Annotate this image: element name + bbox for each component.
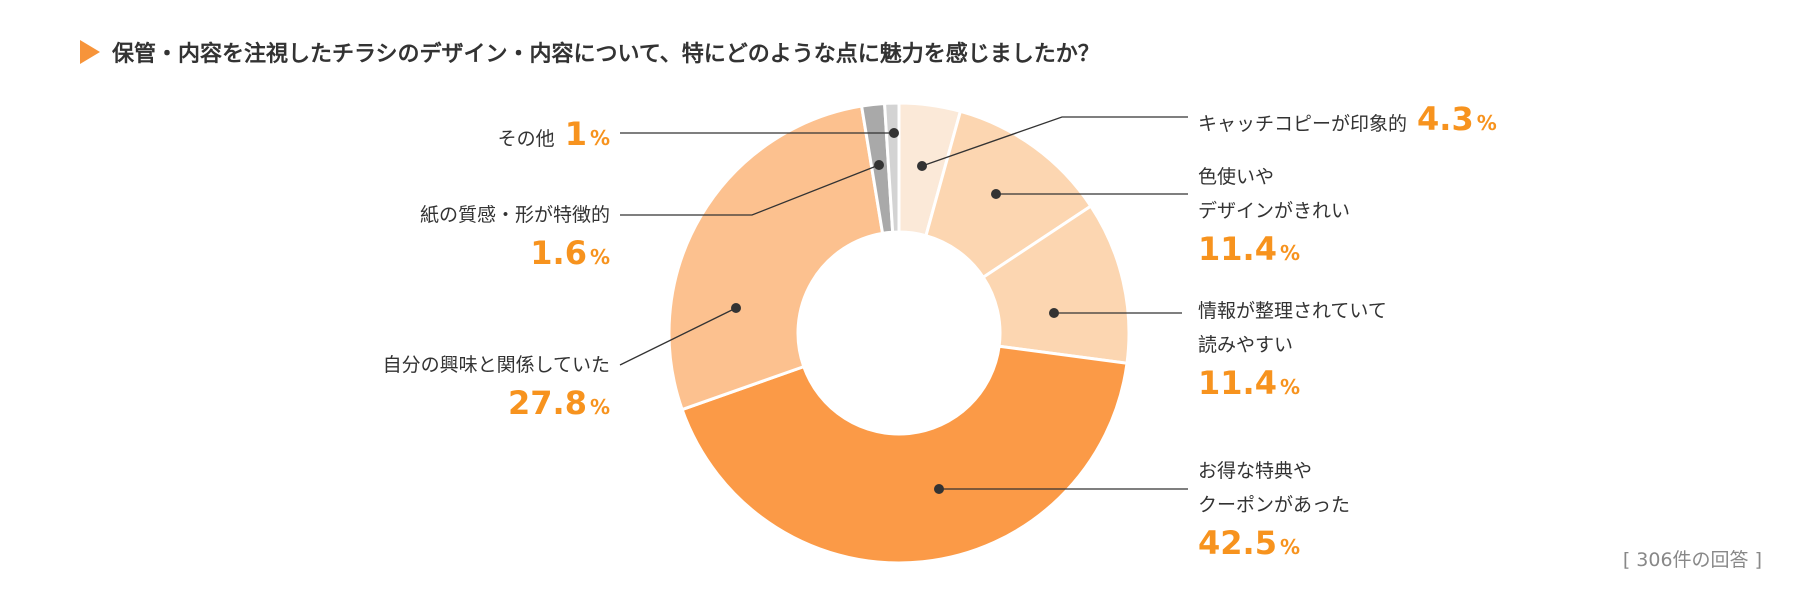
slice-label-text: その他 bbox=[497, 128, 555, 150]
slice-label-text: 情報が整理されていて bbox=[1198, 300, 1387, 322]
percent-sign: % bbox=[1476, 111, 1497, 135]
leader-dot-1 bbox=[991, 189, 1001, 199]
label-slice-1: 色使いや デザインがきれい 11.4% bbox=[1198, 160, 1350, 274]
percent-sign: % bbox=[1279, 375, 1300, 399]
slice-value: 11.4% bbox=[1198, 362, 1387, 408]
percent-sign: % bbox=[589, 245, 610, 269]
leader-dot-2 bbox=[1049, 308, 1059, 318]
slice-value-number: 4.3 bbox=[1417, 100, 1474, 138]
slice-value-number: 27.8 bbox=[508, 384, 587, 422]
percent-sign: % bbox=[1279, 535, 1300, 559]
slice-label-text: デザインがきれい bbox=[1198, 200, 1351, 222]
leader-line-4 bbox=[619, 307, 737, 366]
percent-sign: % bbox=[1279, 241, 1300, 265]
leader-dot-3 bbox=[934, 484, 944, 494]
slice-value: 1.6% bbox=[420, 232, 610, 278]
slice-label-text: クーポンがあった bbox=[1198, 494, 1351, 516]
leader-line-0 bbox=[921, 116, 1188, 167]
donut-slice-3 bbox=[680, 344, 1129, 565]
slice-value-number: 11.4 bbox=[1198, 230, 1277, 268]
chart-title: 保管・内容を注視したチラシのデザイン・内容について、特にどのような点に魅力を感じ… bbox=[80, 36, 1100, 68]
label-slice-6: その他 1% bbox=[498, 113, 610, 159]
slice-value: 1% bbox=[565, 115, 610, 153]
slice-value: 42.5% bbox=[1198, 522, 1350, 568]
slice-label-text: 自分の興味と関係していた bbox=[382, 354, 610, 376]
response-count: [ 306件の回答 ] bbox=[1622, 549, 1762, 571]
label-slice-5: 紙の質感・形が特徴的 1.6% bbox=[420, 198, 610, 278]
donut-slice-4 bbox=[667, 104, 885, 412]
slice-value-number: 11.4 bbox=[1198, 364, 1277, 402]
percent-sign: % bbox=[589, 126, 610, 150]
label-slice-0: キャッチコピーが印象的 4.3% bbox=[1198, 98, 1497, 144]
label-slice-3: お得な特典や クーポンがあった 42.5% bbox=[1198, 454, 1350, 568]
percent-sign: % bbox=[589, 395, 610, 419]
slice-label-text: 色使いや bbox=[1198, 166, 1275, 188]
slice-label-text: キャッチコピーが印象的 bbox=[1198, 113, 1408, 135]
slice-label-text: 読みやすい bbox=[1198, 334, 1294, 356]
slice-value-number: 1 bbox=[564, 115, 587, 153]
triangle-bullet-icon bbox=[80, 40, 100, 64]
slice-value: 11.4% bbox=[1198, 228, 1350, 274]
chart-title-text: 保管・内容を注視したチラシのデザイン・内容について、特にどのような点に魅力を感じ… bbox=[112, 42, 1100, 67]
leader-dot-0 bbox=[917, 161, 927, 171]
slice-value: 4.3% bbox=[1417, 100, 1497, 138]
slice-value: 27.8% bbox=[383, 382, 610, 428]
leader-dot-6 bbox=[889, 128, 899, 138]
slice-value-number: 1.6 bbox=[530, 234, 587, 272]
label-slice-4: 自分の興味と関係していた 27.8% bbox=[383, 348, 610, 428]
slice-label-text: 紙の質感・形が特徴的 bbox=[419, 204, 610, 226]
leader-dot-4 bbox=[731, 303, 741, 313]
slice-label-text: お得な特典や bbox=[1198, 460, 1313, 482]
leader-line-5 bbox=[620, 164, 880, 216]
leader-dot-5 bbox=[874, 160, 884, 170]
label-slice-2: 情報が整理されていて 読みやすい 11.4% bbox=[1198, 294, 1387, 408]
donut-slice-2 bbox=[981, 204, 1131, 365]
slice-value-number: 42.5 bbox=[1198, 524, 1277, 562]
